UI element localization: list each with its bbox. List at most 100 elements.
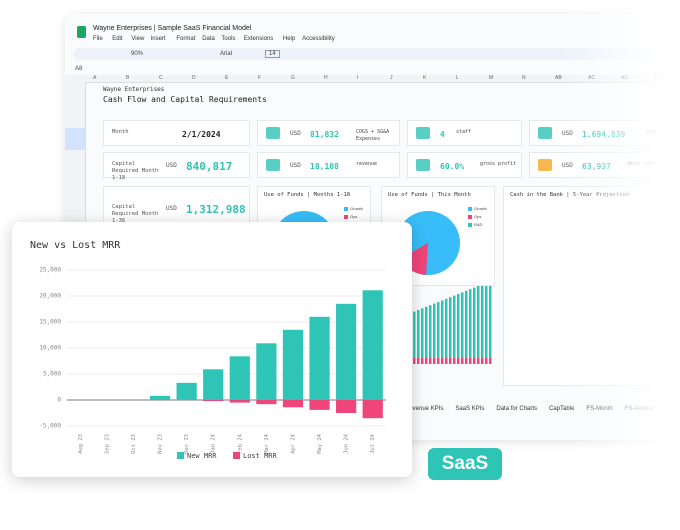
kpi-icon [416, 127, 430, 139]
row-selected [65, 128, 85, 150]
bg-bar [421, 358, 424, 364]
column-letter: M [489, 75, 494, 81]
legend-label: Lost MRR [243, 452, 278, 460]
font-select[interactable]: Arial [220, 51, 233, 57]
bg-bar [457, 358, 460, 364]
bg-bar [449, 358, 452, 364]
bg-bar [465, 358, 468, 364]
column-letter: AB [555, 75, 562, 81]
bar [203, 400, 224, 402]
kpi-icon [538, 127, 552, 139]
column-letter: E [225, 75, 229, 81]
bg-bar [489, 358, 492, 364]
bg-bars [397, 272, 497, 382]
kpi-note: staff [456, 129, 472, 135]
column-letter: H [324, 75, 328, 81]
bg-bar-chart [397, 281, 492, 364]
bg-bar [485, 358, 488, 364]
legend-swatch [468, 223, 472, 227]
menu-item[interactable]: Format [176, 36, 196, 42]
menu-item[interactable]: View [131, 36, 145, 42]
kpi-icon [538, 159, 552, 171]
x-tick-label: Nov 23 [158, 434, 164, 454]
bar [229, 356, 250, 400]
column-letter: J [390, 75, 393, 81]
x-tick-label: Mar 24 [264, 433, 270, 454]
bar [256, 343, 277, 400]
bg-bar [485, 282, 488, 358]
sheet-tab[interactable]: Data for Charts [496, 406, 538, 412]
y-tick-label: 10,000 [39, 345, 61, 352]
y-tick-label: 15,000 [39, 319, 61, 326]
zoom[interactable]: 90% [131, 51, 144, 57]
bg-bar [441, 358, 444, 364]
column-letter: G [291, 75, 295, 81]
bg-bar [433, 303, 436, 358]
bg-bar [441, 300, 444, 358]
toolbar [73, 48, 668, 60]
sheet-tab[interactable]: SaaS KPIs [455, 406, 485, 412]
bg-bar [449, 297, 452, 358]
sheet-tab[interactable]: Revenue KPIs [405, 406, 444, 412]
bar [282, 400, 304, 408]
bg-bar [429, 305, 432, 358]
legend-label: Ops [474, 213, 482, 219]
column-letter: K [423, 75, 427, 81]
legend-label: R&D [474, 221, 483, 227]
bg-bar [433, 358, 436, 364]
legend-swatch [177, 452, 184, 459]
kpi-icon [266, 159, 280, 171]
bg-bar [417, 310, 420, 358]
legend-label: Ops [350, 213, 358, 219]
y-tick-label: 0 [57, 397, 61, 404]
column-letter: A [93, 75, 97, 81]
legend-swatch [233, 452, 240, 459]
column-letter: B [126, 75, 130, 81]
chart-card: New vs Lost MRR -5,000 0 5,000 10,000 15,000… [12, 222, 412, 477]
kpi-note: COGS + SG&A Expenses [356, 129, 390, 142]
bg-bar [465, 290, 468, 358]
kpi-currency: USD [166, 162, 177, 169]
bg-bar [445, 358, 448, 364]
kpi-value: 1,312,988 [186, 203, 246, 216]
heading: Cash Flow and Capital Requirements [103, 95, 267, 104]
column-letter: D [192, 75, 196, 81]
menu-item[interactable]: Extensions [243, 36, 274, 42]
kpi-icon [416, 159, 430, 171]
menu-item[interactable]: Insert [150, 36, 166, 42]
bg-bar [481, 284, 484, 358]
y-tick-label: 25,000 [39, 267, 61, 274]
bg-bar [429, 358, 432, 364]
legend-swatch [344, 207, 348, 211]
menu-item[interactable]: Data [202, 36, 215, 42]
menu-item[interactable]: Edit [112, 36, 123, 42]
bg-bar [437, 358, 440, 364]
bg-bar [453, 358, 456, 364]
panel-title: Use of Funds | This Month [388, 192, 471, 198]
bg-bar [477, 358, 480, 364]
font-size[interactable]: 14 [265, 50, 280, 58]
bg-bar [469, 358, 472, 364]
kpi-card: 4 staff [407, 120, 522, 146]
menu-item[interactable]: Tools [221, 36, 236, 42]
menu-item[interactable]: File [93, 36, 103, 42]
legend-swatch [468, 215, 472, 219]
x-tick-label: Jun 24 [344, 433, 350, 454]
legend-swatch [468, 207, 472, 211]
kpi-value: 4 [440, 130, 445, 139]
bar [336, 303, 357, 400]
bar [229, 400, 250, 403]
kpi-card: Capital Required Month 1-18 USD 840,817 [103, 152, 250, 181]
bg-bar [453, 295, 456, 358]
bg-bar [489, 281, 492, 358]
bg-bar [481, 358, 484, 364]
kpi-value: 60.0% [440, 162, 465, 171]
column-letter: F [258, 75, 262, 81]
kpi-note: revenue [356, 161, 378, 167]
panel-title: Use of Funds | Months 1-18 [264, 192, 351, 198]
menu-item[interactable]: Help [282, 36, 296, 42]
menu-item[interactable]: Accessibility [302, 36, 335, 42]
bg-bar [417, 358, 420, 364]
chart: New vs Lost MRR -5,000 0 5,000 10,000 15,000… [30, 240, 386, 460]
kpi-note: gross profit [480, 161, 517, 167]
